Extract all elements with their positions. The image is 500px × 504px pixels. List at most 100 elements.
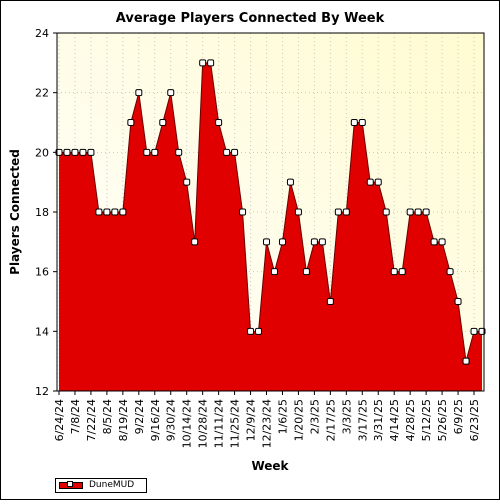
x-tick-label: 1/20/25 — [292, 399, 305, 441]
x-tick-label: 5/12/25 — [420, 399, 433, 441]
data-point — [398, 268, 406, 276]
legend-label: DuneMUD — [89, 480, 135, 490]
y-tick-label: 16 — [35, 266, 49, 279]
y-tick-label: 24 — [35, 27, 49, 40]
legend-marker-icon — [67, 481, 73, 487]
data-point — [334, 208, 342, 216]
y-tick-label: 20 — [35, 146, 49, 159]
data-point — [255, 327, 263, 335]
data-point — [446, 268, 454, 276]
data-markers — [55, 59, 486, 365]
x-tick-label: 10/28/24 — [197, 399, 210, 448]
data-point — [430, 238, 438, 246]
x-tick-label: 6/9/25 — [452, 399, 465, 434]
x-tick-label: 11/11/24 — [213, 399, 226, 448]
y-tick-label: 12 — [35, 385, 49, 398]
data-point — [342, 208, 350, 216]
x-tick-label: 9/30/24 — [165, 399, 178, 441]
data-point — [350, 119, 358, 126]
data-point — [87, 148, 95, 156]
legend: DuneMUD — [55, 478, 147, 493]
x-tick-label: 9/2/24 — [133, 399, 146, 434]
data-point — [103, 208, 111, 216]
data-point — [135, 89, 143, 97]
data-point — [366, 178, 374, 186]
series-area-fill — [59, 62, 482, 391]
data-point — [223, 148, 231, 156]
data-point — [302, 268, 310, 276]
data-point — [454, 298, 462, 305]
data-point — [143, 148, 151, 156]
data-point — [215, 119, 223, 126]
x-tick-label: 2/17/25 — [324, 399, 337, 441]
data-point — [270, 268, 278, 276]
data-point — [207, 59, 215, 67]
x-tick-label: 2/3/25 — [308, 399, 321, 434]
data-point — [310, 238, 318, 246]
data-point — [278, 238, 286, 246]
x-tick-label: 9/16/24 — [149, 399, 162, 441]
data-point — [247, 327, 255, 335]
x-tick-label: 7/22/24 — [85, 399, 98, 441]
y-axis-label: Players Connected — [8, 149, 22, 275]
x-tick-label: 3/3/25 — [340, 399, 353, 434]
plot-border — [56, 32, 485, 392]
data-point — [406, 208, 414, 216]
data-point — [191, 238, 199, 246]
x-tick-label: 10/14/24 — [181, 399, 194, 448]
data-point — [167, 89, 175, 97]
x-tick-label: 8/5/24 — [101, 399, 114, 434]
data-point — [95, 208, 103, 216]
data-point — [79, 148, 87, 156]
data-point — [199, 59, 207, 67]
data-point — [390, 268, 398, 276]
data-point — [462, 357, 470, 365]
x-tick-label: 6/23/25 — [468, 399, 481, 441]
data-point — [286, 178, 294, 186]
data-point — [175, 148, 183, 156]
y-tick-label: 14 — [35, 325, 49, 338]
data-point — [318, 238, 326, 246]
data-point — [63, 148, 71, 156]
data-point — [151, 148, 159, 156]
data-point — [326, 298, 334, 305]
x-tick-label: 5/26/25 — [436, 399, 449, 441]
data-point — [111, 208, 119, 216]
x-tick-label: 4/14/25 — [388, 399, 401, 441]
data-point — [414, 208, 422, 216]
data-point — [231, 148, 239, 156]
x-tick-label: 7/8/24 — [69, 399, 82, 434]
data-point — [422, 208, 430, 216]
chart-title: Average Players Connected By Week — [116, 11, 385, 26]
data-point — [71, 148, 79, 156]
data-point — [183, 178, 191, 186]
x-tick-label: 12/9/24 — [245, 399, 258, 441]
data-point — [374, 178, 382, 186]
x-axis-label: Week — [251, 459, 289, 473]
data-point — [239, 208, 247, 216]
data-point — [438, 238, 446, 246]
data-point — [470, 327, 478, 335]
x-tick-label: 1/6/25 — [276, 399, 289, 434]
x-tick-label: 11/25/24 — [229, 399, 242, 448]
data-point — [119, 208, 127, 216]
y-axis: 12 14 16 18 20 22 24 — [35, 27, 57, 398]
x-tick-label: 8/19/24 — [117, 399, 130, 441]
x-axis: 6/24/24 7/8/24 7/22/24 8/5/24 8/19/24 9/2/24 9… — [53, 391, 481, 448]
data-point — [358, 119, 366, 126]
data-point — [263, 238, 271, 246]
data-point — [294, 208, 302, 216]
y-tick-label: 22 — [35, 87, 49, 100]
y-tick-label: 18 — [35, 206, 49, 219]
x-tick-label: 12/23/24 — [261, 399, 274, 448]
data-point — [159, 119, 167, 126]
data-point — [382, 208, 390, 216]
data-point — [127, 119, 135, 126]
x-tick-label: 3/17/25 — [356, 399, 369, 441]
x-tick-label: 4/28/25 — [404, 399, 417, 441]
x-tick-label: 6/24/24 — [53, 399, 66, 441]
x-tick-label: 3/31/25 — [372, 399, 385, 441]
